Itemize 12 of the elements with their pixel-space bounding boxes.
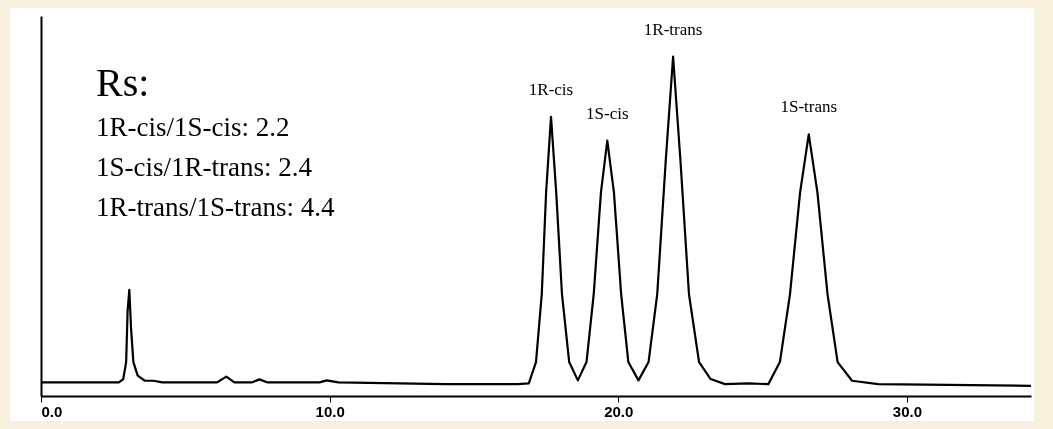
- x-tick-label: 10.0: [315, 402, 345, 420]
- annotation: 1S-cis/1R-trans: 2.4: [96, 152, 313, 182]
- annotation: 1R-cis: [528, 79, 574, 99]
- annotation: 1S-cis: [586, 103, 629, 123]
- annotation: 1R-cis/1S-cis: 2.2: [96, 112, 290, 142]
- annotation: 1R-trans/1S-trans: 4.4: [96, 192, 335, 222]
- annotation: Rs:: [96, 60, 150, 105]
- annotation: 1S-trans: [780, 97, 838, 117]
- annotation: 1R-trans: [643, 19, 703, 39]
- x-tick-label: 30.0: [892, 402, 922, 420]
- x-tick-label: 20.0: [604, 402, 634, 420]
- x-tick-label: 0.0: [41, 402, 63, 420]
